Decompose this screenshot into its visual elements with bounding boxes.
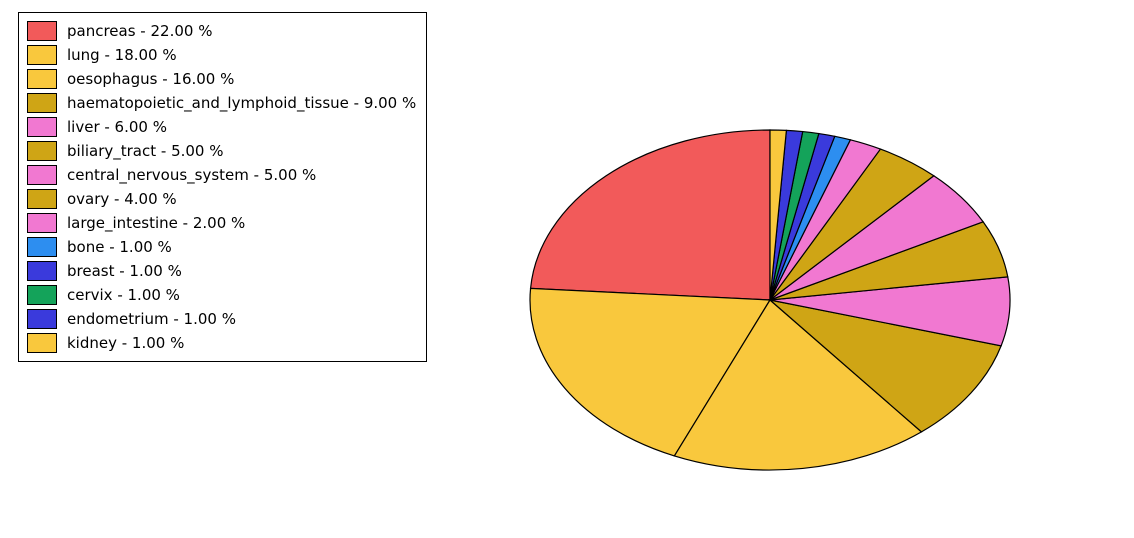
legend-row: haematopoietic_and_lymphoid_tissue - 9.0… (27, 91, 416, 115)
legend-swatch (27, 333, 57, 353)
legend-swatch (27, 45, 57, 65)
legend-box: pancreas - 22.00 % lung - 18.00 % oesophag… (18, 12, 427, 362)
legend-label: central_nervous_system - 5.00 % (67, 166, 316, 184)
legend-swatch (27, 285, 57, 305)
legend-swatch (27, 213, 57, 233)
legend-label: kidney - 1.00 % (67, 334, 184, 352)
legend-label: ovary - 4.00 % (67, 190, 177, 208)
legend-swatch (27, 141, 57, 161)
legend-label: lung - 18.00 % (67, 46, 177, 64)
legend-label: pancreas - 22.00 % (67, 22, 212, 40)
legend-label: endometrium - 1.00 % (67, 310, 236, 328)
pie-chart (528, 128, 1012, 476)
legend-swatch (27, 117, 57, 137)
pie-slice (531, 130, 770, 300)
legend-row: biliary_tract - 5.00 % (27, 139, 416, 163)
legend-row: central_nervous_system - 5.00 % (27, 163, 416, 187)
legend-label: bone - 1.00 % (67, 238, 172, 256)
legend-label: oesophagus - 16.00 % (67, 70, 234, 88)
legend-swatch (27, 189, 57, 209)
legend-row: large_intestine - 2.00 % (27, 211, 416, 235)
legend-swatch (27, 21, 57, 41)
legend-row: pancreas - 22.00 % (27, 19, 416, 43)
legend-row: breast - 1.00 % (27, 259, 416, 283)
legend-row: bone - 1.00 % (27, 235, 416, 259)
legend-label: cervix - 1.00 % (67, 286, 180, 304)
pie-svg (528, 128, 1012, 472)
legend-swatch (27, 309, 57, 329)
legend-swatch (27, 165, 57, 185)
legend-row: oesophagus - 16.00 % (27, 67, 416, 91)
legend-label: breast - 1.00 % (67, 262, 182, 280)
legend-row: kidney - 1.00 % (27, 331, 416, 355)
legend-swatch (27, 93, 57, 113)
legend-label: haematopoietic_and_lymphoid_tissue - 9.0… (67, 94, 416, 112)
legend-swatch (27, 69, 57, 89)
legend-row: ovary - 4.00 % (27, 187, 416, 211)
legend-row: liver - 6.00 % (27, 115, 416, 139)
legend-swatch (27, 261, 57, 281)
legend-row: endometrium - 1.00 % (27, 307, 416, 331)
legend-label: liver - 6.00 % (67, 118, 167, 136)
chart-stage: pancreas - 22.00 % lung - 18.00 % oesophag… (0, 0, 1134, 538)
legend-row: lung - 18.00 % (27, 43, 416, 67)
legend-row: cervix - 1.00 % (27, 283, 416, 307)
legend-label: large_intestine - 2.00 % (67, 214, 245, 232)
legend-swatch (27, 237, 57, 257)
legend-label: biliary_tract - 5.00 % (67, 142, 224, 160)
